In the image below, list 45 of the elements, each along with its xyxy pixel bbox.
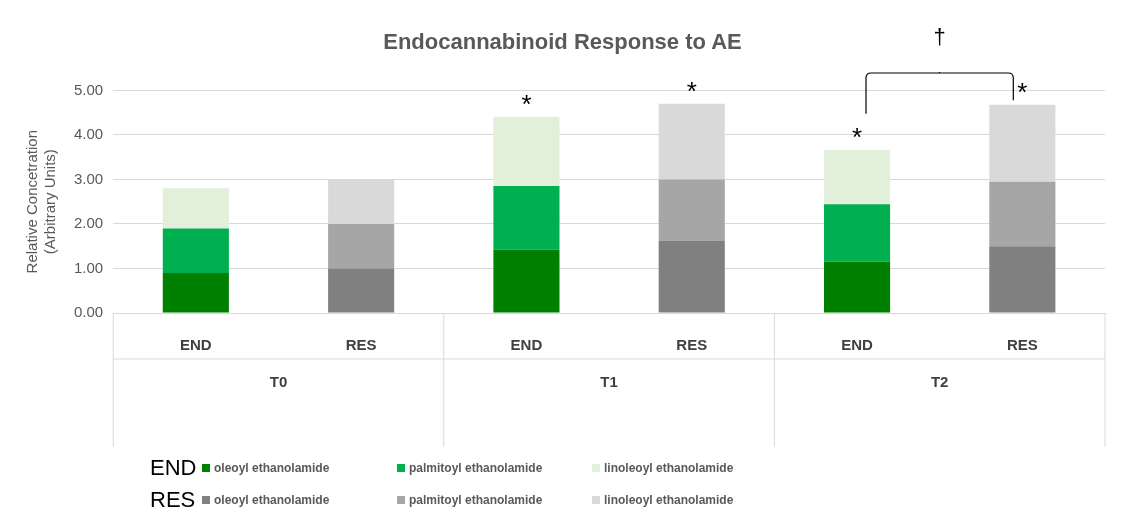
bar [989, 246, 1056, 313]
y-axis-title: Relative Concetration (Arbitrary Units) [23, 129, 59, 274]
legend-label: oleoyl ethanolamide [214, 493, 330, 507]
legend-label: linoleoyl ethanolamide [604, 461, 734, 475]
bar [658, 179, 725, 241]
chart-title: Endocannabinoid Response to AE [383, 29, 742, 55]
x-tick-label: RES [1006, 336, 1038, 354]
legend-label: oleoyl ethanolamide [214, 461, 330, 475]
text: T1 [600, 373, 618, 391]
legend-label: linoleoyl ethanolamide [604, 493, 734, 507]
data-label: * [851, 122, 863, 153]
y-tick-label: 0.00 [73, 303, 104, 321]
bar [823, 261, 891, 313]
data-label: * [521, 89, 532, 120]
bar [162, 272, 229, 313]
data-label: * [1017, 76, 1028, 107]
text: T0 [269, 373, 288, 391]
bar [328, 223, 395, 269]
y-tick-label: 2.00 [73, 214, 104, 232]
x-tick-label: RES [345, 336, 377, 354]
bar [658, 240, 725, 313]
x-tick-label: END [841, 336, 874, 354]
text: END [150, 455, 198, 481]
bar [162, 228, 229, 273]
bar [162, 188, 229, 229]
text: T2 [930, 373, 949, 391]
y-tick-label: 1.00 [73, 258, 104, 276]
x-tick-label: RES [676, 336, 708, 354]
bar [823, 150, 891, 205]
text: RES [150, 487, 197, 513]
y-tick-label: 4.00 [73, 125, 104, 143]
legend-label: palmitoyl ethanolamide [409, 493, 543, 507]
bar [493, 186, 560, 250]
x-tick-label: END [180, 336, 212, 354]
bar [823, 204, 891, 262]
bar [493, 249, 560, 313]
bar [493, 117, 560, 187]
bar [328, 268, 395, 313]
x-tick-label: END [510, 336, 543, 354]
bar [989, 181, 1056, 247]
data-label: * [686, 75, 697, 106]
text: † [933, 24, 946, 51]
y-tick-label: 3.00 [73, 169, 104, 187]
y-tick-label: 5.00 [73, 80, 104, 98]
legend-label: palmitoyl ethanolamide [409, 461, 543, 475]
